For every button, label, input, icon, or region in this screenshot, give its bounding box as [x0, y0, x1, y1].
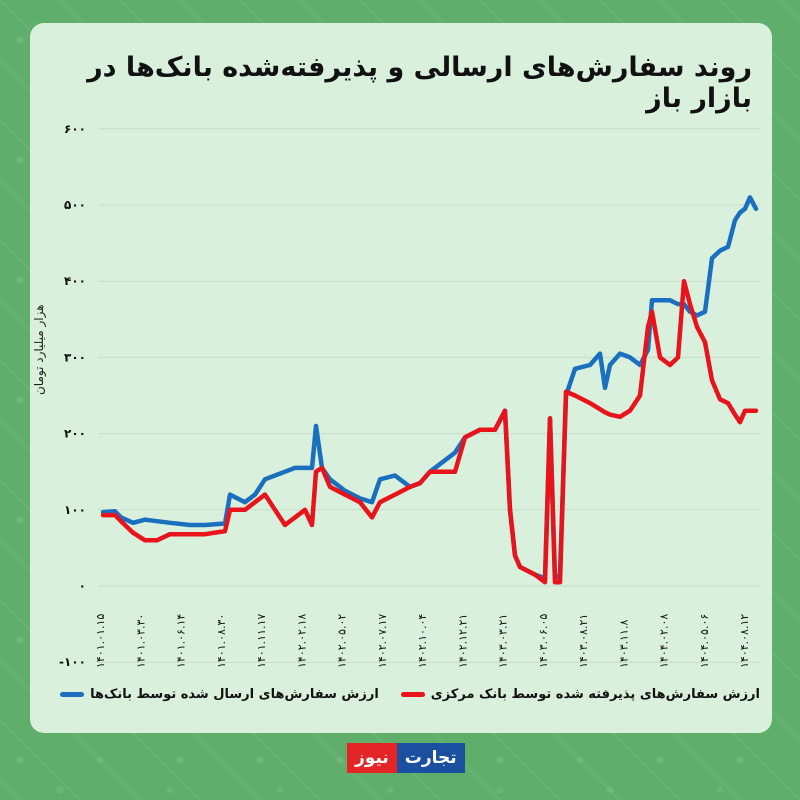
brand-logo-part1: تجارت [396, 743, 465, 773]
chart-card [30, 23, 772, 733]
x-tick-label: ۱۴۰۲.۰۲.۱۸ [295, 614, 308, 668]
x-tick-label: ۱۴۰۲.۱۰.۰۴ [416, 614, 429, 668]
x-tick-label: ۱۴۰۴.۰۲.۰۸ [658, 614, 671, 668]
legend-item-sent: ارزش سفارش‌های ارسال شده توسط بانک‌ها [60, 687, 379, 702]
series-line-sent [100, 195, 759, 581]
y-tick-label: ۰ [79, 579, 86, 593]
x-tick-label: ۱۴۰۴.۰۵.۰۶ [698, 614, 711, 668]
y-tick-label: ۳۰۰ [64, 350, 86, 364]
x-tick-label: ۱۴۰۱.۱۱.۱۷ [255, 614, 268, 668]
legend-label-sent: ارزش سفارش‌های ارسال شده توسط بانک‌ها [90, 687, 379, 702]
x-tick-label: ۱۴۰۱.۰۸.۳۰ [215, 614, 228, 668]
x-tick-label: ۱۴۰۳.۰۳.۲۱ [497, 614, 510, 668]
y-tick-label: -۱۰۰ [59, 655, 86, 669]
legend-label-accepted: ارزش سفارش‌های پذیرفته شده توسط بانک مرک… [430, 687, 760, 702]
legend-swatch-blue [60, 692, 85, 697]
y-tick-label: ۶۰۰ [64, 122, 86, 136]
chart-title: روند سفارش‌های ارسالی و پذیرفته‌شده بانک… [87, 52, 752, 114]
x-tick-label: ۱۴۰۱.۰۳.۳۰ [134, 614, 147, 668]
x-tick-label: ۱۴۰۲.۰۵.۰۲ [336, 614, 349, 668]
x-tick-label: ۱۴۰۲.۰۷.۱۷ [376, 614, 389, 668]
legend-item-accepted: ارزش سفارش‌های پذیرفته شده توسط بانک مرک… [400, 687, 760, 702]
x-tick-label: ۱۴۰۳.۰۸.۲۱ [577, 614, 590, 668]
x-tick-label: ۱۴۰۱.۰۱.۱۵ [94, 614, 107, 668]
y-axis-label: هزار میلیارد تومان [32, 304, 46, 395]
series-line-accepted [100, 278, 759, 585]
brand-logo-part2: نیوز [347, 743, 397, 773]
legend-swatch-red [400, 692, 425, 697]
brand-logo: نیوز تجارت [347, 743, 465, 773]
x-tick-label: ۱۴۰۴.۰۸.۱۲ [738, 614, 751, 668]
x-tick-label: ۱۴۰۳.۰۶.۰۵ [537, 614, 550, 668]
y-tick-label: ۵۰۰ [64, 198, 86, 212]
y-tick-label: ۴۰۰ [64, 274, 86, 288]
y-tick-label: ۲۰۰ [64, 427, 86, 441]
legend: ارزش سفارش‌های پذیرفته شده توسط بانک مرک… [60, 687, 760, 702]
x-tick-label: ۱۴۰۳.۱۱.۸ [617, 620, 630, 668]
x-tick-label: ۱۴۰۱.۰۶.۱۴ [175, 614, 188, 668]
y-tick-label: ۱۰۰ [64, 503, 86, 517]
x-tick-label: ۱۴۰۲.۱۲.۲۱ [456, 614, 469, 668]
